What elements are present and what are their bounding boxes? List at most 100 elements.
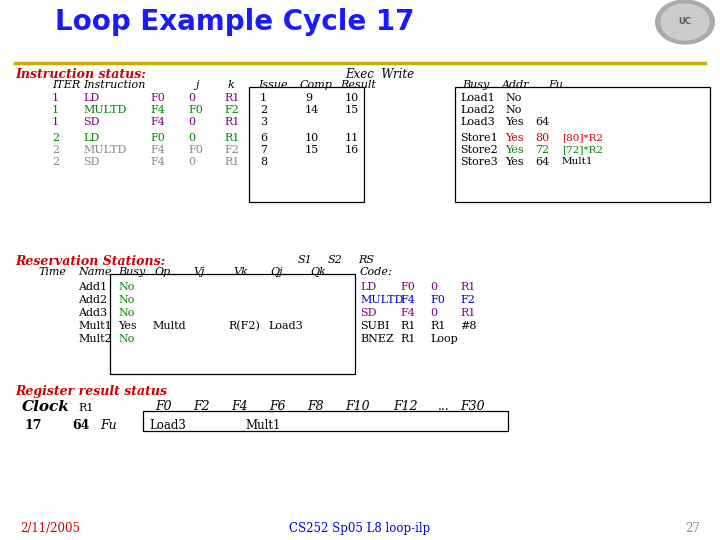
Text: 2: 2 xyxy=(260,105,267,115)
Text: SD: SD xyxy=(360,308,377,318)
Text: R1: R1 xyxy=(224,157,239,167)
Bar xyxy=(455,87,710,202)
Text: F4: F4 xyxy=(150,117,165,127)
Text: #8: #8 xyxy=(460,321,477,331)
Text: Load1: Load1 xyxy=(460,93,495,103)
Text: R1: R1 xyxy=(460,308,475,318)
Text: Fu: Fu xyxy=(548,80,563,90)
Text: MULTD: MULTD xyxy=(360,295,403,305)
Text: F0: F0 xyxy=(430,295,445,305)
Text: Issue: Issue xyxy=(258,80,287,90)
Text: F4: F4 xyxy=(150,105,165,115)
Text: No: No xyxy=(505,105,521,115)
Text: F6: F6 xyxy=(269,400,286,413)
Text: Instruction status:: Instruction status: xyxy=(15,68,146,81)
Text: 27: 27 xyxy=(685,522,700,535)
Text: 0: 0 xyxy=(430,282,437,292)
Text: MULTD: MULTD xyxy=(83,105,127,115)
Text: 64: 64 xyxy=(72,419,89,432)
Text: Instruction: Instruction xyxy=(83,80,145,90)
Text: Result: Result xyxy=(340,80,376,90)
Text: Time: Time xyxy=(38,267,66,277)
Text: F30: F30 xyxy=(460,400,485,413)
Text: 80: 80 xyxy=(535,133,549,143)
Text: 64: 64 xyxy=(535,157,549,167)
Text: F0: F0 xyxy=(188,145,203,155)
Text: R1: R1 xyxy=(430,321,446,331)
Text: F2: F2 xyxy=(460,295,475,305)
Text: 1: 1 xyxy=(52,117,59,127)
Text: 9: 9 xyxy=(305,93,312,103)
Text: BNEZ: BNEZ xyxy=(360,334,394,344)
Text: F4: F4 xyxy=(150,157,165,167)
Text: Fu: Fu xyxy=(100,419,117,432)
Text: [80]*R2: [80]*R2 xyxy=(562,133,603,142)
Text: 72: 72 xyxy=(535,145,549,155)
Text: Yes: Yes xyxy=(505,145,523,155)
Text: No: No xyxy=(118,334,135,344)
Text: Busy: Busy xyxy=(118,267,145,277)
Text: F0: F0 xyxy=(150,93,165,103)
Text: Load3: Load3 xyxy=(268,321,302,331)
Text: Code:: Code: xyxy=(360,267,392,277)
Text: 1: 1 xyxy=(52,105,59,115)
Text: 15: 15 xyxy=(305,145,319,155)
Text: Yes: Yes xyxy=(505,157,523,167)
Text: F10: F10 xyxy=(345,400,369,413)
Text: R1: R1 xyxy=(224,117,239,127)
Text: 15: 15 xyxy=(345,105,359,115)
Text: Register result status: Register result status xyxy=(15,385,167,398)
Text: Mult2: Mult2 xyxy=(78,334,112,344)
Text: Add3: Add3 xyxy=(78,308,107,318)
Text: 0: 0 xyxy=(430,308,437,318)
Text: 14: 14 xyxy=(305,105,319,115)
Text: F0: F0 xyxy=(400,282,415,292)
Text: 2: 2 xyxy=(52,133,59,143)
Text: Qj: Qj xyxy=(270,267,283,277)
Text: Vk: Vk xyxy=(233,267,248,277)
Text: F4: F4 xyxy=(400,295,415,305)
Text: F2: F2 xyxy=(224,105,239,115)
Text: Exec  Write: Exec Write xyxy=(345,68,414,81)
Text: 2: 2 xyxy=(52,145,59,155)
Text: No: No xyxy=(505,93,521,103)
Text: Store3: Store3 xyxy=(460,157,498,167)
Text: F2: F2 xyxy=(224,145,239,155)
Text: SD: SD xyxy=(83,117,99,127)
Text: LD: LD xyxy=(360,282,377,292)
Text: F0: F0 xyxy=(150,133,165,143)
Text: ...: ... xyxy=(438,400,449,413)
Text: MULTD: MULTD xyxy=(83,145,127,155)
Text: F8: F8 xyxy=(307,400,323,413)
Text: Vj: Vj xyxy=(193,267,204,277)
Text: LD: LD xyxy=(83,133,99,143)
Text: Clock: Clock xyxy=(22,400,70,414)
Text: F2: F2 xyxy=(193,400,210,413)
Circle shape xyxy=(661,4,709,40)
Text: CS252 Sp05 L8 loop-ilp: CS252 Sp05 L8 loop-ilp xyxy=(289,522,431,535)
Text: F4: F4 xyxy=(150,145,165,155)
Text: Store2: Store2 xyxy=(460,145,498,155)
Text: [72]*R2: [72]*R2 xyxy=(562,145,603,154)
Text: SUBI: SUBI xyxy=(360,321,390,331)
Text: SD: SD xyxy=(83,157,99,167)
Text: 0: 0 xyxy=(188,133,195,143)
Text: Load2: Load2 xyxy=(460,105,495,115)
Text: S1: S1 xyxy=(298,255,312,265)
Text: Multd: Multd xyxy=(152,321,186,331)
Text: Reservation Stations:: Reservation Stations: xyxy=(15,255,166,268)
Text: Mult1: Mult1 xyxy=(562,157,593,166)
Text: R1: R1 xyxy=(400,334,415,344)
Text: F4: F4 xyxy=(400,308,415,318)
Text: R(F2): R(F2) xyxy=(228,321,260,332)
Text: 0: 0 xyxy=(188,93,195,103)
Text: Load3: Load3 xyxy=(460,117,495,127)
Text: Op: Op xyxy=(155,267,171,277)
Text: F0: F0 xyxy=(155,400,171,413)
Text: Yes: Yes xyxy=(505,133,523,143)
Text: F0: F0 xyxy=(188,105,203,115)
Text: k: k xyxy=(228,80,235,90)
Text: No: No xyxy=(118,282,135,292)
Text: UC: UC xyxy=(678,17,691,26)
Text: Add2: Add2 xyxy=(78,295,107,305)
